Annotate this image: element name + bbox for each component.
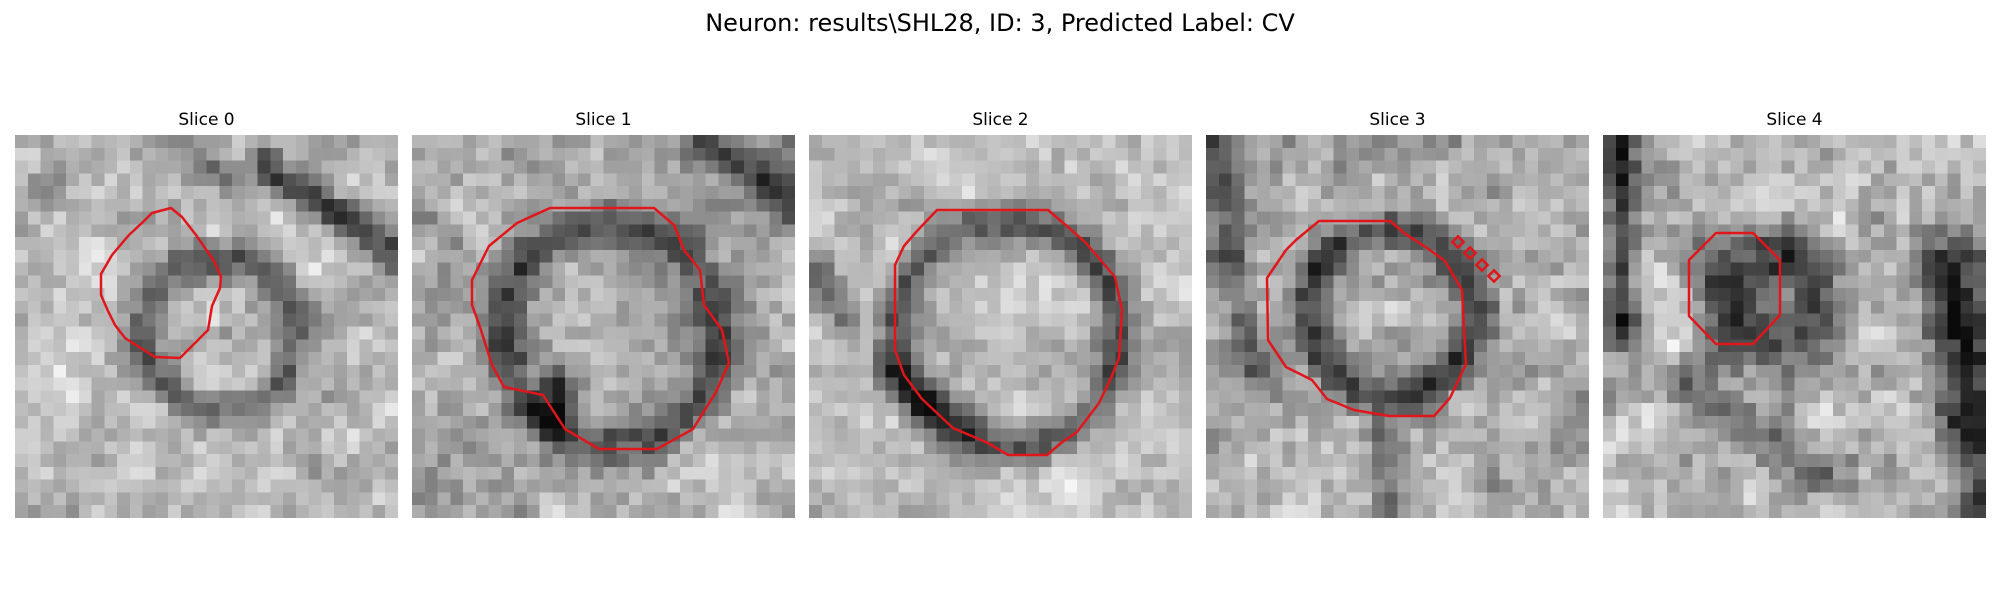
slice-overlay-3 (1265, 219, 1502, 418)
slice-panel-3: Slice 3 (1206, 108, 1589, 518)
slice-image-1 (412, 135, 795, 518)
roi-marker-3-0 (1450, 234, 1466, 250)
grayscale-tile-1 (412, 135, 795, 518)
grayscale-tile-3 (1206, 135, 1589, 518)
slice-overlay-2 (893, 208, 1124, 457)
grayscale-tile-0 (15, 135, 398, 518)
roi-contour-2 (893, 208, 1124, 457)
slice-image-0 (15, 135, 398, 518)
roi-marker-3-2 (1474, 257, 1490, 273)
roi-contour-4 (1687, 231, 1782, 346)
grayscale-tile-4 (1603, 135, 1986, 518)
slice-overlay-0 (99, 206, 223, 360)
roi-marker-3-3 (1486, 268, 1502, 284)
slice-panel-4: Slice 4 (1603, 108, 1986, 518)
figure-title: Neuron: results\SHL28, ID: 3, Predicted … (705, 9, 1295, 37)
slice-overlay-4 (1687, 231, 1782, 346)
slice-image-3 (1206, 135, 1589, 518)
marker-group-3 (1450, 234, 1502, 284)
slice-panel-2: Slice 2 (809, 108, 1192, 518)
grayscale-tile-2 (809, 135, 1192, 518)
roi-contour-0 (99, 206, 223, 360)
slice-title-4: Slice 4 (1766, 110, 1823, 130)
slice-title-2: Slice 2 (972, 110, 1029, 130)
slice-panel-0: Slice 0 (15, 108, 398, 518)
slice-title-3: Slice 3 (1369, 110, 1426, 130)
roi-marker-3-1 (1462, 245, 1478, 261)
slice-overlay-1 (470, 206, 731, 451)
roi-contour-3 (1265, 219, 1468, 418)
slice-image-2 (809, 135, 1192, 518)
slice-image-4 (1603, 135, 1986, 518)
slice-title-1: Slice 1 (575, 110, 632, 130)
slice-panel-1: Slice 1 (412, 108, 795, 518)
roi-contour-1 (470, 206, 731, 451)
slice-title-0: Slice 0 (178, 110, 235, 130)
